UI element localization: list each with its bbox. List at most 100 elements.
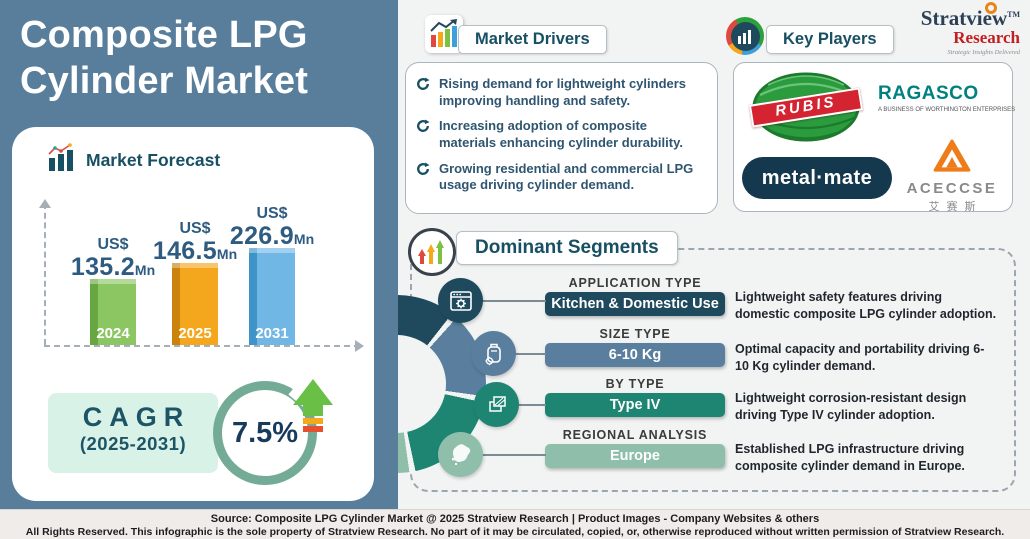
trademark-symbol: TM [1007, 10, 1020, 19]
key-players-card: RUBIS RAGASCO A BUSINESS OF WORTHINGTON … [733, 62, 1015, 214]
value-unit: Mn [216, 245, 238, 262]
cagr-label: CAGR [82, 402, 191, 432]
market-forecast-card: Market Forecast US$ 135.2Mn US$ 146.5Mn … [12, 127, 374, 501]
cagr-box: CAGR (2025-2031) [48, 393, 218, 473]
bar-year-label: 2024 [96, 325, 130, 342]
colorful-bars-icon [430, 19, 457, 47]
dominant-segments-icon [408, 228, 456, 276]
bar-value-2024: US$ 135.2Mn [53, 236, 173, 281]
segment-value-pill: Europe [545, 444, 725, 468]
segment-category: BY TYPE [605, 377, 665, 391]
logo-aceccse: ACECCSE 艾赛斯 [900, 139, 1004, 214]
white-bars-icon [738, 29, 751, 44]
source-line: Source: Composite LPG Cylinder Market @ … [210, 513, 820, 525]
page-title: Composite LPG Cylinder Market [20, 12, 308, 105]
ragasco-subtext: A BUSINESS OF WORTHINGTON ENTERPRISES [878, 107, 1016, 113]
forecast-bar-2031: 2031 [249, 248, 295, 345]
connector-line [515, 353, 546, 355]
bar-year-label: 2031 [255, 325, 289, 342]
arrow-stripe-red [303, 426, 323, 432]
segment-description: Lightweight corrosion-resistant design d… [735, 391, 967, 422]
key-players-heading: Key Players [766, 25, 894, 54]
arrow-head [293, 379, 333, 405]
segment-value-pill: 6-10 Kg [545, 343, 725, 367]
cagr-ring: 7.5% [213, 381, 317, 485]
forecast-bar-2025: 2025 [172, 263, 218, 345]
value-number: 226.9 [229, 221, 294, 250]
logo-rubis: RUBIS [742, 69, 872, 145]
right-panel: Market Drivers Rising demand for lightwe… [398, 0, 1030, 509]
refresh-arrow-icon [417, 77, 430, 90]
forecast-bar-2024: 2024 [90, 279, 136, 345]
title-line-2: Cylinder Market [20, 60, 309, 103]
chart-y-axis [39, 199, 51, 345]
title-line-1: Composite LPG [20, 14, 308, 56]
segment-value-pill: Type IV [545, 393, 725, 417]
driver-item: Increasing adoption of composite materia… [416, 118, 707, 151]
arrow-stem [303, 405, 323, 416]
segment-description: Lightweight safety features driving dome… [735, 290, 997, 321]
cagr-value: 7.5% [231, 416, 299, 449]
driver-item: Rising demand for lightweight cylinders … [416, 76, 707, 109]
bar-value-2031: US$ 226.9Mn [212, 205, 332, 250]
aceccse-chinese-name: 艾赛斯 [928, 201, 983, 213]
segment-value-pill: Kitchen & Domestic Use [545, 292, 725, 316]
brand-tagline: Strategic Insights Delivered [947, 49, 1020, 56]
driver-item: Growing residential and commercial LPG u… [416, 161, 707, 194]
market-drivers-card: Rising demand for lightweight cylinders … [405, 62, 718, 214]
segment-category: APPLICATION TYPE [568, 276, 702, 290]
cylinder-icon [471, 331, 516, 376]
refresh-arrow-icon [417, 119, 430, 133]
bar-value-2025: US$ 146.5Mn [135, 220, 255, 265]
value-number: 135.2 [70, 252, 135, 281]
connector-line [482, 300, 546, 302]
market-drivers-icon [425, 15, 463, 53]
logo-ragasco: RAGASCO A BUSINESS OF WORTHINGTON ENTERP… [874, 77, 1015, 121]
connector-line [518, 404, 546, 406]
segment-description: Optimal capacity and portability driving… [735, 342, 985, 373]
footer: Source: Composite LPG Cylinder Market @ … [0, 509, 1030, 539]
rights-line: All Rights Reserved. This infographic is… [25, 526, 1005, 538]
connector-line [482, 454, 546, 456]
cagr-period: (2025-2031) [79, 433, 187, 454]
driver-text: Rising demand for lightweight cylinders … [439, 76, 687, 108]
logo-metal-mate: metal·mate [742, 157, 892, 199]
aceccse-wordmark: ACECCSE [906, 180, 998, 197]
segment-description: Established LPG infrastructure driving c… [735, 442, 965, 473]
segment-category: REGIONAL ANALYSIS [562, 428, 708, 442]
value-unit: Mn [293, 230, 315, 247]
segment-category: SIZE TYPE [599, 327, 671, 341]
growth-arrow-icon [293, 379, 333, 432]
driver-text: Growing residential and commercial LPG u… [439, 160, 694, 193]
driver-text: Increasing adoption of composite materia… [439, 118, 683, 150]
currency-label: US$ [256, 205, 288, 222]
currency-label: US$ [97, 236, 129, 253]
ragasco-wordmark: RAGASCO [878, 83, 979, 104]
market-forecast-header: Market Forecast [46, 143, 220, 173]
value-number: 146.5 [152, 236, 217, 265]
value-unit: Mn [134, 261, 156, 278]
brand-wordmark: StratviewTM [921, 2, 1020, 31]
key-players-inner-circle [730, 21, 760, 51]
bar-chart-trend-icon [48, 143, 73, 171]
app-window-gear-icon [438, 278, 483, 323]
europe-map-icon [438, 432, 483, 477]
refresh-arrow-icon [417, 162, 430, 175]
stratview-logo: StratviewTM Research Strategic Insights … [888, 2, 1020, 56]
brand-research: Research [953, 28, 1020, 47]
layers-icon [474, 382, 519, 427]
market-forecast-heading: Market Forecast [86, 150, 221, 170]
arrow-stripe-orange [303, 418, 323, 424]
growth-arrows-icon [418, 240, 444, 264]
ragasco-text: RAGASCO A BUSINESS OF WORTHINGTON ENTERP… [878, 77, 1015, 121]
market-drivers-heading: Market Drivers [458, 25, 607, 54]
dominant-segments-heading: Dominant Segments [456, 231, 678, 265]
currency-label: US$ [179, 220, 211, 237]
key-players-icon [726, 17, 764, 55]
magnifier-ring-icon [984, 2, 997, 14]
title-panel: Composite LPG Cylinder Market Market For… [0, 0, 398, 509]
aceccse-triangle-icon [933, 139, 971, 172]
bar-year-label: 2025 [178, 325, 212, 342]
chart-x-axis [44, 340, 364, 352]
